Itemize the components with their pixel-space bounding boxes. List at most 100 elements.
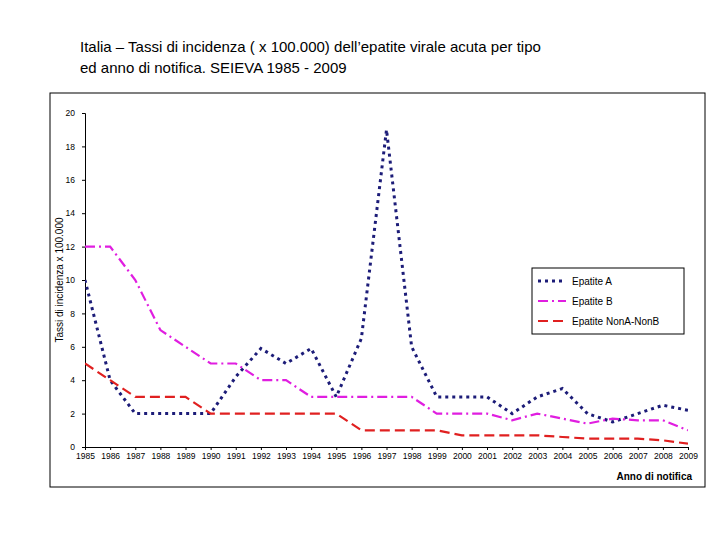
y-axis: 02468101214161820: [66, 108, 86, 452]
y-axis-line: [82, 114, 86, 448]
x-tick-label: 2004: [553, 451, 572, 461]
legend-box: [532, 268, 684, 334]
x-tick-mark: [286, 447, 287, 450]
x-tick-label: 2003: [528, 451, 547, 461]
x-tick: 2008: [654, 447, 673, 461]
x-tick-mark: [688, 447, 689, 450]
x-tick: 1998: [403, 447, 422, 461]
x-tick: 2000: [453, 447, 472, 461]
y-tick-label: 16: [66, 175, 76, 185]
y-tick-label: 4: [70, 375, 75, 385]
y-tick: 2: [70, 409, 85, 419]
x-tick-label: 2005: [579, 451, 598, 461]
y-tick: 10: [66, 275, 85, 285]
x-tick: 1994: [302, 447, 321, 461]
y-tick-label: 18: [66, 142, 76, 152]
x-tick-label: 2008: [654, 451, 673, 461]
x-tick-label: 1985: [76, 451, 95, 461]
x-tick: 2004: [553, 447, 572, 461]
x-tick: 1997: [378, 447, 397, 461]
y-axis-title: Tassi di incidenza x 100.000: [54, 217, 65, 343]
x-tick-label: 1994: [302, 451, 321, 461]
x-tick-mark: [236, 447, 237, 450]
x-tick-mark: [336, 447, 337, 450]
x-tick-mark: [211, 447, 212, 450]
x-tick-mark: [613, 447, 614, 450]
x-tick: 1985: [76, 447, 95, 461]
y-tick: 0: [70, 442, 85, 452]
x-tick: 2007: [629, 447, 648, 461]
x-tick-mark: [562, 447, 563, 450]
x-tick-mark: [512, 447, 513, 450]
y-tick-label: 8: [70, 309, 75, 319]
x-tick-mark: [311, 447, 312, 450]
chart-frame: [50, 93, 705, 487]
x-tick-mark: [387, 447, 388, 450]
x-tick-mark: [186, 447, 187, 450]
x-tick: 1988: [151, 447, 170, 461]
x-tick: 2009: [679, 447, 698, 461]
x-axis-line: [86, 448, 689, 451]
x-tick: 2001: [478, 447, 497, 461]
x-tick-mark: [663, 447, 664, 450]
title: Italia – Tassi di incidenza ( x 100.000)…: [80, 38, 541, 76]
x-tick-mark: [261, 447, 262, 450]
x-tick: 1991: [227, 447, 246, 461]
y-tick-mark: [82, 280, 85, 281]
x-tick-label: 1992: [252, 451, 271, 461]
x-tick-label: 1991: [227, 451, 246, 461]
x-tick: 1993: [277, 447, 296, 461]
y-tick-mark: [82, 380, 85, 381]
legend-swatch: [538, 320, 566, 322]
x-tick-mark: [412, 447, 413, 450]
legend-swatch: [538, 300, 566, 302]
y-tick-label: 20: [66, 108, 76, 118]
x-tick-label: 1990: [202, 451, 221, 461]
x-tick-label: 1998: [403, 451, 422, 461]
y-tick-label: 2: [70, 409, 75, 419]
series-line: [85, 364, 688, 444]
x-tick: 2002: [503, 447, 522, 461]
x-tick: 1996: [352, 447, 371, 461]
x-tick: 1989: [177, 447, 196, 461]
y-tick: 14: [66, 208, 85, 218]
y-tick: 8: [70, 309, 85, 319]
x-tick-label: 2000: [453, 451, 472, 461]
legend: Epatite AEpatite BEpatite NonA-NonB: [532, 268, 684, 334]
x-tick-label: 2007: [629, 451, 648, 461]
y-tick-mark: [82, 113, 85, 114]
x-tick-label: 1987: [126, 451, 145, 461]
x-axis-title: Anno di notifica: [616, 471, 692, 482]
x-tick-label: 1995: [327, 451, 346, 461]
x-tick-label: 2006: [604, 451, 623, 461]
x-tick-label: 1986: [101, 451, 120, 461]
y-tick-mark: [82, 313, 85, 314]
x-tick-label: 1993: [277, 451, 296, 461]
y-tick-mark: [82, 347, 85, 348]
x-tick-mark: [110, 447, 111, 450]
legend-label: Epatite NonA-NonB: [572, 316, 660, 327]
x-tick-label: 1999: [428, 451, 447, 461]
y-tick: 20: [66, 108, 85, 118]
chart: Italia – Tassi di incidenza ( x 100.000)…: [0, 0, 720, 540]
plot-area: [85, 130, 688, 444]
x-tick: 1986: [101, 447, 120, 461]
x-tick: 1995: [327, 447, 346, 461]
x-tick: 1999: [428, 447, 447, 461]
series-line: [85, 247, 688, 431]
x-tick: 1990: [202, 447, 221, 461]
title-line: Italia – Tassi di incidenza ( x 100.000)…: [80, 38, 541, 55]
x-tick-label: 1997: [378, 451, 397, 461]
y-tick: 18: [66, 142, 85, 152]
x-tick: 1987: [126, 447, 145, 461]
y-tick-mark: [82, 146, 85, 147]
legend-label: Epatite B: [572, 296, 613, 307]
x-tick-label: 1989: [177, 451, 196, 461]
y-tick: 4: [70, 375, 85, 385]
y-tick-label: 12: [66, 242, 76, 252]
y-tick: 12: [66, 242, 85, 252]
x-axis: 1985 1986 1987 1988 1989 1990 1991 1992 1993 1994…: [76, 447, 698, 461]
x-tick: 2006: [604, 447, 623, 461]
x-tick-mark: [361, 447, 362, 450]
x-tick: 2005: [579, 447, 598, 461]
